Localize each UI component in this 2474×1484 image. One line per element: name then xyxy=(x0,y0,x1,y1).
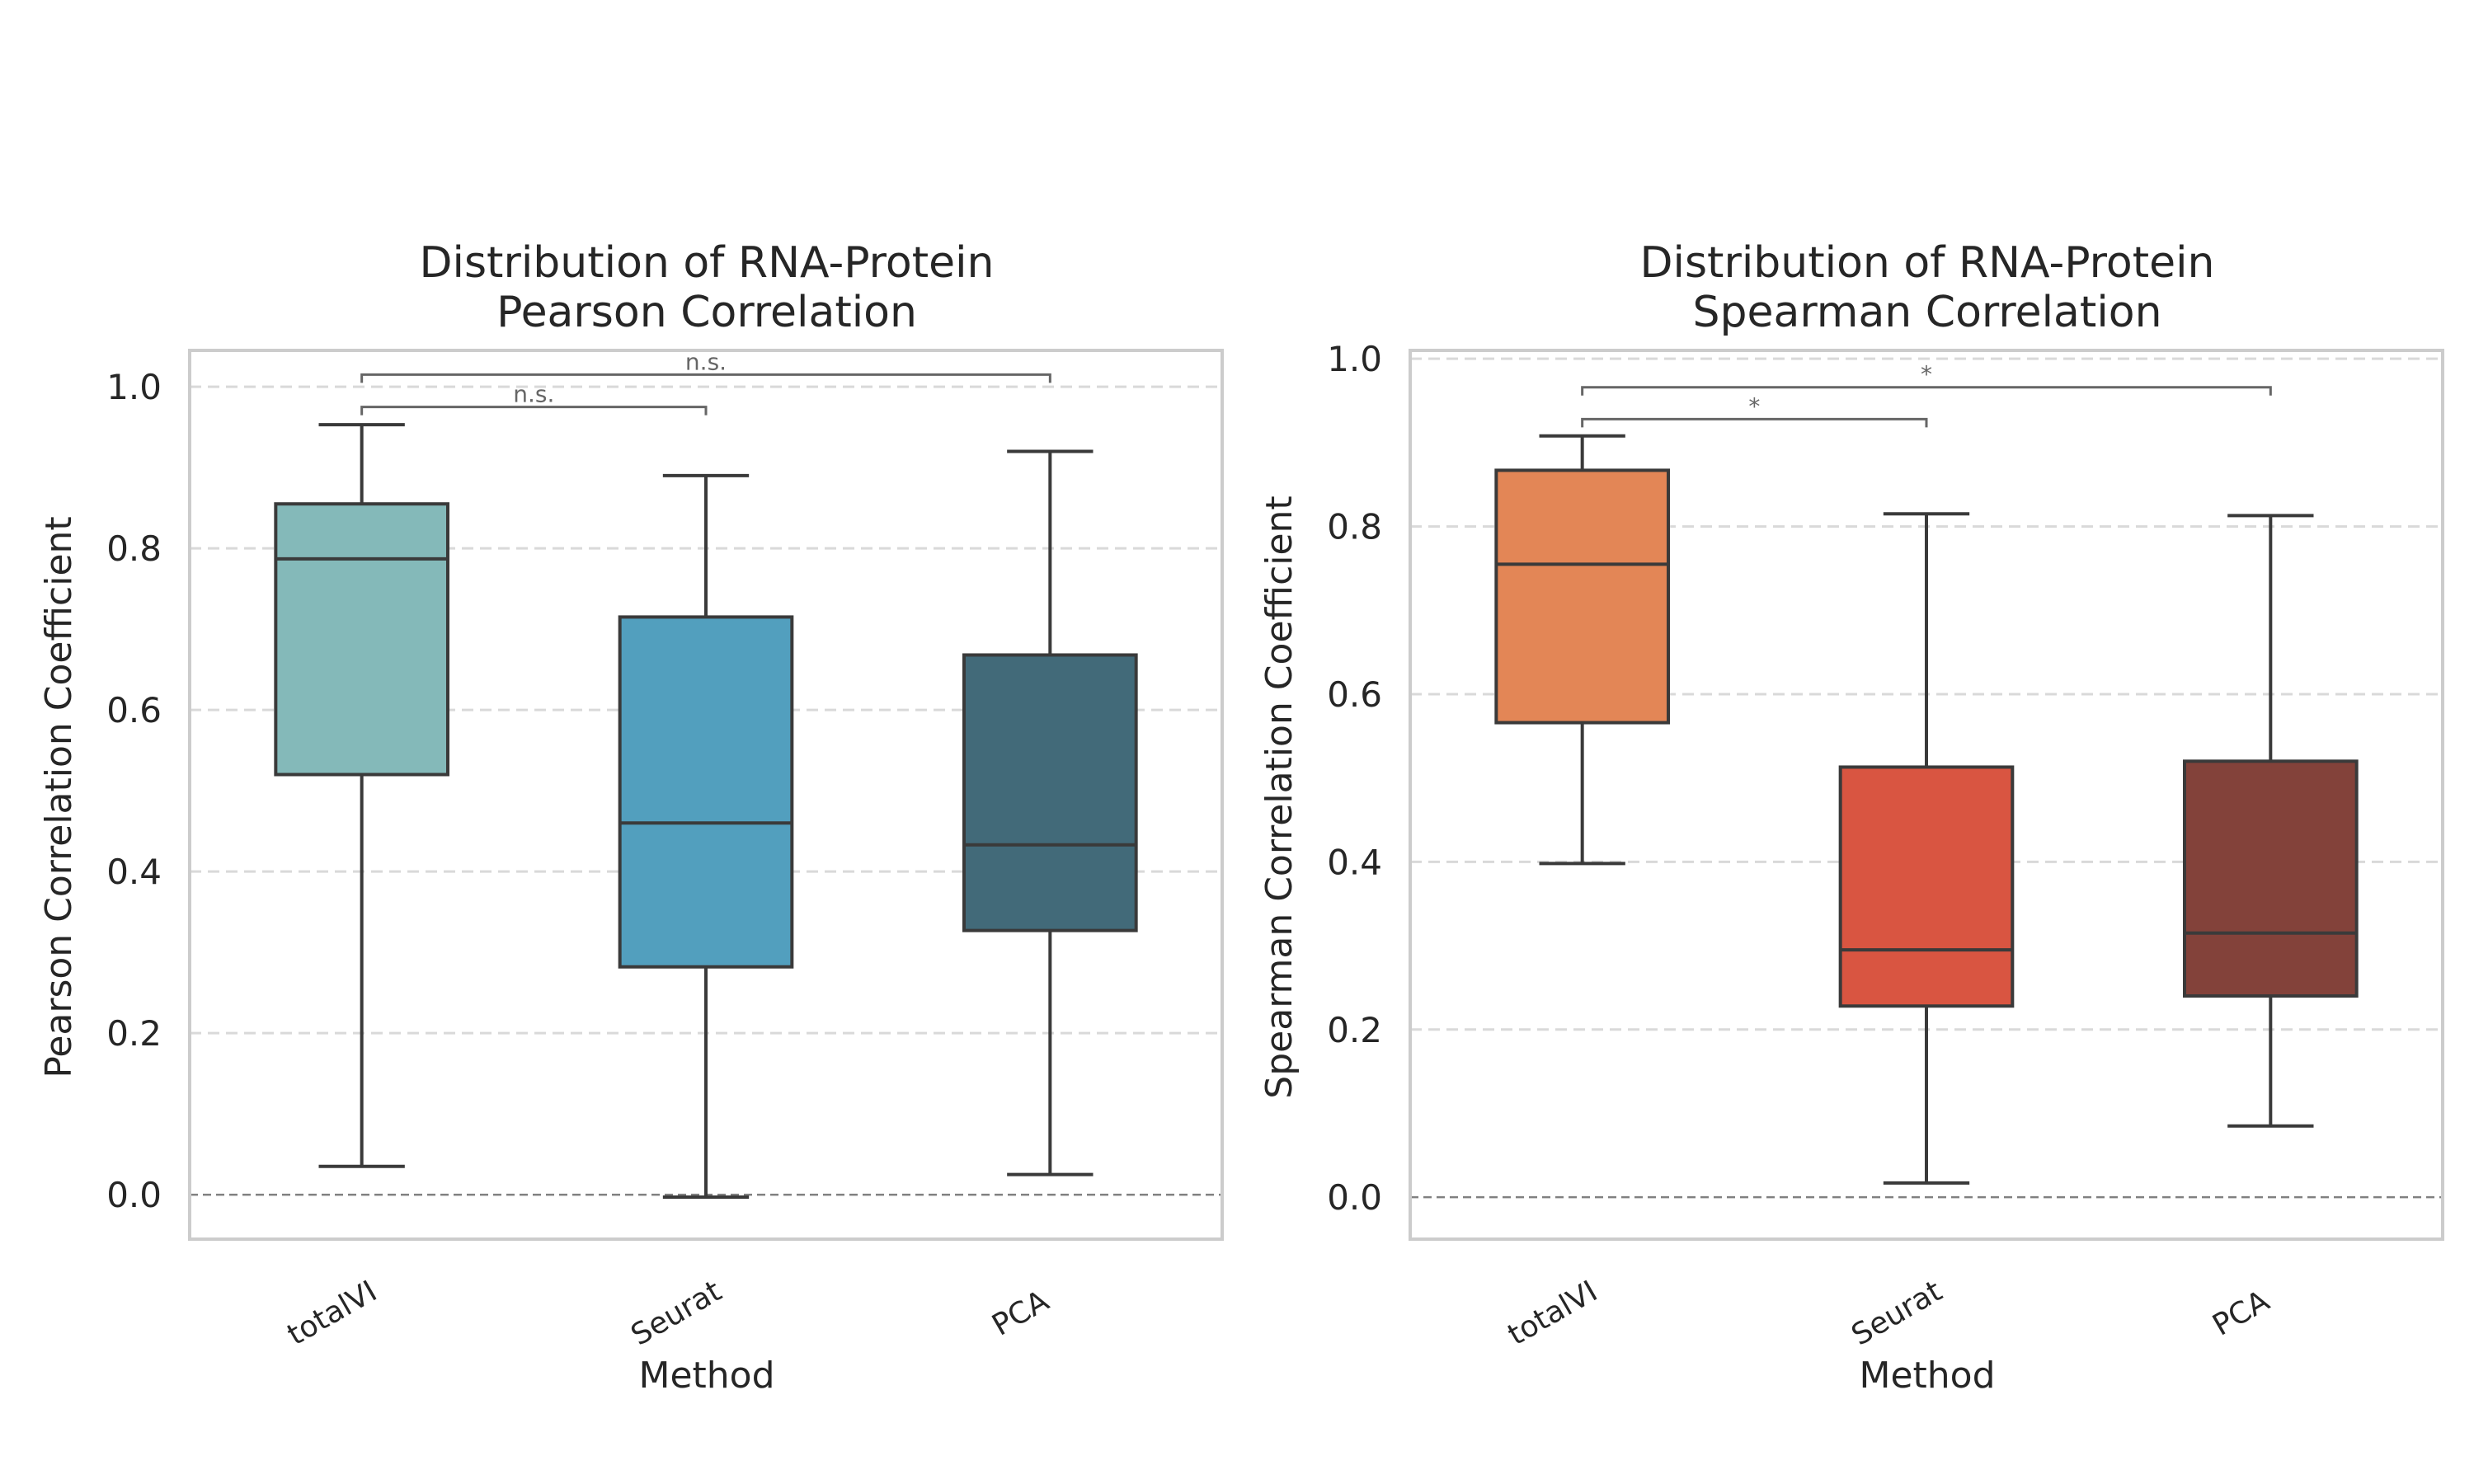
iqr-box xyxy=(274,502,450,777)
pearson-xtick-label: totalVI xyxy=(282,1275,383,1352)
pearson-ytick-label: 0.2 xyxy=(106,1013,162,1054)
significance-label: * xyxy=(1748,392,1760,420)
pearson-ytick-label: 1.0 xyxy=(106,367,162,407)
pearson-plot-frame xyxy=(188,349,1224,1241)
spearman-ytick-label: 0.8 xyxy=(1327,507,1382,547)
pearson-ytick-label: 0.6 xyxy=(106,690,162,730)
spearman-xtick-label: Seurat xyxy=(1846,1275,1948,1353)
pearson-ytick-label: 0.4 xyxy=(106,852,162,892)
spearman-significance-bracket: * xyxy=(1581,392,1928,428)
pearson-box-pca xyxy=(962,449,1138,1176)
spearman-ytick-label: 0.6 xyxy=(1327,674,1382,715)
spearman-xtick-label: totalVI xyxy=(1503,1275,1603,1352)
spearman-box-pca xyxy=(2183,514,2359,1128)
spearman-ytick-label: 1.0 xyxy=(1327,339,1382,379)
spearman-plot-frame xyxy=(1409,349,2444,1241)
spearman-title-line1: Distribution of RNA-Protein xyxy=(1639,238,2214,288)
spearman-y-axis-label: Spearman Correlation Coefficient xyxy=(1258,495,1300,1098)
iqr-box xyxy=(1838,765,2015,1008)
pearson-title-line2: Pearson Correlation xyxy=(496,288,917,337)
iqr-box xyxy=(2183,759,2359,998)
spearman-ytick-label: 0.0 xyxy=(1327,1177,1382,1218)
spearman-panel: Distribution of RNA-Protein Spearman Cor… xyxy=(1258,238,2444,1397)
significance-label: * xyxy=(1921,361,1932,388)
significance-label: n.s. xyxy=(513,381,554,408)
pearson-ytick-label: 0.8 xyxy=(106,528,162,569)
pearson-ytick-label: 0.0 xyxy=(106,1175,162,1215)
pearson-significance-bracket: n.s. xyxy=(360,381,708,416)
spearman-title-line2: Spearman Correlation xyxy=(1692,288,2161,337)
pearson-x-axis-label: Method xyxy=(638,1355,774,1397)
pearson-box-seurat xyxy=(618,473,794,1200)
significance-label: n.s. xyxy=(685,348,727,375)
spearman-significance-bracket: * xyxy=(1581,361,2272,396)
iqr-box xyxy=(618,615,794,969)
spearman-ytick-label: 0.4 xyxy=(1327,842,1382,882)
spearman-box-totalvi xyxy=(1494,434,1671,866)
pearson-y-axis-label: Pearson Correlation Coefficient xyxy=(38,516,80,1078)
pearson-panel: Distribution of RNA-Protein Pearson Corr… xyxy=(38,238,1224,1397)
bracket-line xyxy=(1581,417,1928,428)
bracket-line xyxy=(1581,386,2272,396)
bracket-line xyxy=(360,373,1051,383)
spearman-xtick-label: PCA xyxy=(2207,1284,2275,1342)
spearman-ytick-label: 0.2 xyxy=(1327,1010,1382,1050)
pearson-xtick-label: PCA xyxy=(986,1284,1055,1342)
pearson-title-line1: Distribution of RNA-Protein xyxy=(419,238,994,288)
spearman-box-seurat xyxy=(1838,512,2015,1185)
iqr-box xyxy=(962,653,1138,932)
spearman-x-axis-label: Method xyxy=(1859,1355,1995,1397)
iqr-box xyxy=(1494,468,1671,725)
pearson-box-totalvi xyxy=(274,423,450,1168)
pearson-xtick-label: Seurat xyxy=(626,1275,727,1353)
bracket-line xyxy=(360,406,708,416)
pearson-significance-bracket: n.s. xyxy=(360,348,1051,383)
